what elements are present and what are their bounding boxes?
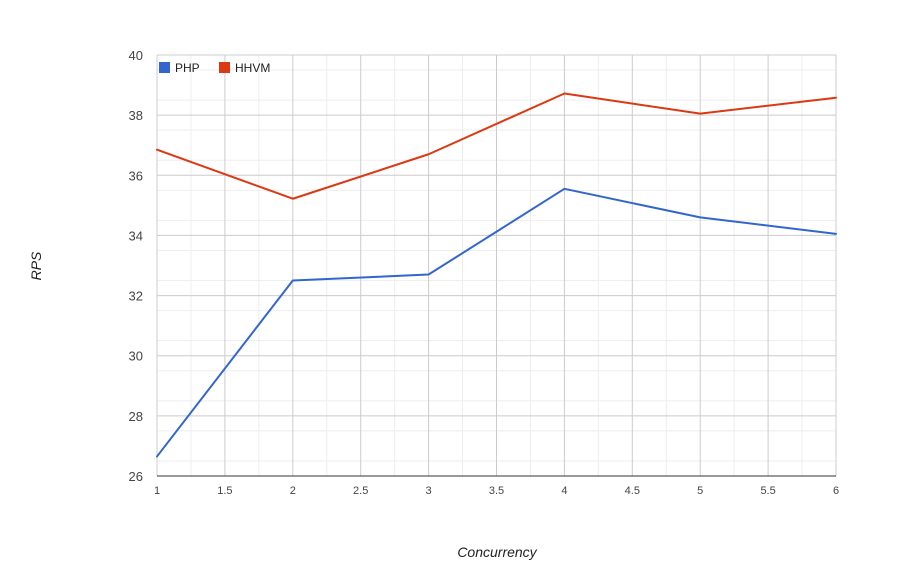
x-axis-tick-labels: 1 1.5 2 2.5 3 3.5 4 4.5 5 5.5 6 xyxy=(154,485,839,497)
x-tick-label: 2.5 xyxy=(353,485,368,497)
y-tick-label: 28 xyxy=(129,409,143,424)
y-tick-label: 34 xyxy=(129,228,143,243)
x-tick-label: 4.5 xyxy=(625,485,640,497)
series-line-php xyxy=(156,187,837,458)
x-tick-label: 6 xyxy=(833,485,839,497)
y-axis-tick-labels: 26 28 30 32 34 36 38 40 xyxy=(129,48,143,484)
plot-frame xyxy=(156,54,837,477)
x-tick-label: 1 xyxy=(154,485,160,497)
y-axis-title: RPS xyxy=(28,251,44,280)
x-axis-title: Concurrency xyxy=(457,544,537,560)
x-tick-label: 3 xyxy=(426,485,432,497)
x-tick-label: 4 xyxy=(561,485,567,497)
y-tick-label: 40 xyxy=(129,48,143,63)
x-tick-label: 2 xyxy=(290,485,296,497)
y-tick-label: 36 xyxy=(129,168,143,183)
x-tick-label: 5.5 xyxy=(760,485,775,497)
x-tick-label: 5 xyxy=(697,485,703,497)
legend-label-php: PHP xyxy=(175,61,200,75)
y-tick-label: 38 xyxy=(129,108,143,123)
legend-label-hhvm: HHVM xyxy=(235,61,270,75)
x-tick-label: 3.5 xyxy=(489,485,504,497)
x-tick-label: 1.5 xyxy=(217,485,232,497)
legend: PHP HHVM xyxy=(159,61,270,75)
y-tick-label: 26 xyxy=(129,469,143,484)
legend-swatch-hhvm xyxy=(219,62,230,73)
legend-swatch-php xyxy=(159,62,170,73)
y-tick-label: 30 xyxy=(129,349,143,364)
series-lines xyxy=(156,92,837,458)
y-tick-label: 32 xyxy=(129,289,143,304)
series-line-hhvm xyxy=(156,92,837,200)
